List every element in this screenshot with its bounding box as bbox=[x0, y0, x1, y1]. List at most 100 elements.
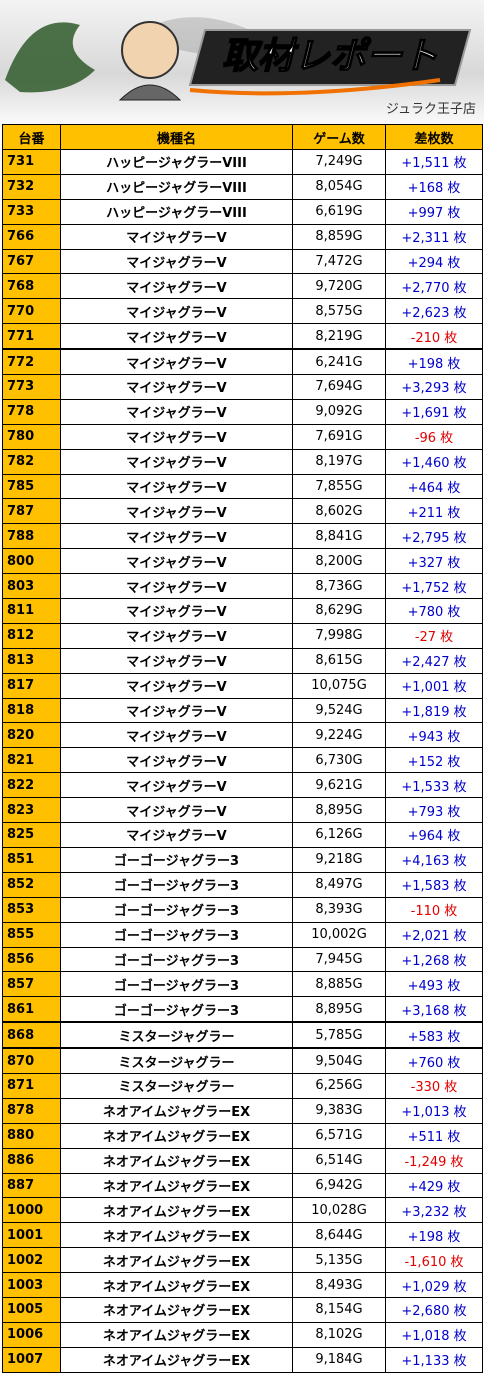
game-count: 9,524G bbox=[292, 697, 386, 724]
machine-number: 871 bbox=[2, 1072, 61, 1099]
coin-difference: +3,232 枚 bbox=[385, 1197, 483, 1224]
machine-number: 823 bbox=[2, 797, 61, 824]
machine-number: 853 bbox=[2, 896, 61, 923]
machine-number: 1006 bbox=[2, 1321, 61, 1348]
machine-name: マイジャグラーV bbox=[60, 374, 293, 400]
coin-difference: +1,133 枚 bbox=[385, 1346, 483, 1373]
table-row: 871 ミスタージャグラー 6,256G -330 枚 bbox=[2, 1072, 483, 1099]
machine-name: マイジャグラーV bbox=[60, 622, 293, 649]
coin-difference: +493 枚 bbox=[385, 971, 483, 998]
coin-difference: +211 枚 bbox=[385, 498, 483, 525]
game-count: 8,602G bbox=[292, 498, 386, 525]
game-count: 10,002G bbox=[292, 921, 386, 948]
game-count: 7,945G bbox=[292, 946, 386, 973]
machine-name: ゴーゴージャグラー3 bbox=[60, 971, 293, 998]
game-count: 6,730G bbox=[292, 747, 386, 774]
machine-name: マイジャグラーV bbox=[60, 722, 293, 749]
machine-name: ゴーゴージャグラー3 bbox=[60, 846, 293, 873]
table-row: 823 マイジャグラーV 8,895G +793 枚 bbox=[2, 797, 483, 824]
machine-name: ネオアイムジャグラーEX bbox=[60, 1097, 293, 1124]
coin-difference: +2,021 枚 bbox=[385, 921, 483, 948]
machine-name: マイジャグラーV bbox=[60, 423, 293, 450]
game-count: 8,575G bbox=[292, 298, 386, 325]
machine-number: 820 bbox=[2, 722, 61, 749]
machine-name: マイジャグラーV bbox=[60, 348, 293, 376]
coin-difference: +2,311 枚 bbox=[385, 223, 483, 250]
game-count: 5,785G bbox=[292, 1021, 386, 1050]
table-row: 856 ゴーゴージャグラー3 7,945G +1,268 枚 bbox=[2, 946, 483, 973]
coin-difference: +2,680 枚 bbox=[385, 1296, 483, 1323]
game-count: 9,720G bbox=[292, 273, 386, 300]
coin-difference: +327 枚 bbox=[385, 548, 483, 575]
coin-difference: +1,013 枚 bbox=[385, 1097, 483, 1124]
machine-number: 770 bbox=[2, 298, 61, 325]
machine-number: 855 bbox=[2, 921, 61, 948]
table-row: 868 ミスタージャグラー 5,785G +583 枚 bbox=[2, 1021, 483, 1050]
machine-number: 857 bbox=[2, 971, 61, 998]
coin-difference: +198 枚 bbox=[385, 348, 483, 376]
coin-difference: +1,583 枚 bbox=[385, 871, 483, 898]
coin-difference: -1,610 枚 bbox=[385, 1247, 483, 1274]
table-row: 772 マイジャグラーV 6,241G +198 枚 bbox=[2, 348, 483, 376]
coin-difference: +760 枚 bbox=[385, 1047, 483, 1074]
game-count: 9,383G bbox=[292, 1097, 386, 1124]
banner-art bbox=[0, 0, 484, 124]
table-row: 770 マイジャグラーV 8,575G +2,623 枚 bbox=[2, 298, 483, 325]
table-row: 817 マイジャグラーV 10,075G +1,001 枚 bbox=[2, 672, 483, 699]
game-count: 8,859G bbox=[292, 223, 386, 250]
machine-name: ネオアイムジャグラーEX bbox=[60, 1296, 293, 1323]
table-row: 855 ゴーゴージャグラー3 10,002G +2,021 枚 bbox=[2, 921, 483, 948]
coin-difference: +943 枚 bbox=[385, 722, 483, 749]
machine-number: 1003 bbox=[2, 1272, 61, 1298]
machine-number: 800 bbox=[2, 548, 61, 575]
table-row: 803 マイジャグラーV 8,736G +1,752 枚 bbox=[2, 573, 483, 600]
coin-difference: +1,018 枚 bbox=[385, 1321, 483, 1348]
table-row: 733 ハッピージャグラーVIII 6,619G +997 枚 bbox=[2, 198, 483, 225]
machine-name: ネオアイムジャグラーEX bbox=[60, 1222, 293, 1249]
game-count: 6,619G bbox=[292, 198, 386, 225]
machine-name: ネオアイムジャグラーEX bbox=[60, 1321, 293, 1348]
title-layer: 取材レポート bbox=[221, 35, 439, 78]
coin-difference: +429 枚 bbox=[385, 1172, 483, 1199]
table-row: 1007 ネオアイムジャグラーEX 9,184G +1,133 枚 bbox=[2, 1346, 483, 1373]
coin-difference: +198 枚 bbox=[385, 1222, 483, 1249]
game-count: 5,135G bbox=[292, 1247, 386, 1274]
game-count: 6,571G bbox=[292, 1122, 386, 1149]
game-count: 9,184G bbox=[292, 1346, 386, 1373]
machine-number: 778 bbox=[2, 398, 61, 425]
game-count: 9,504G bbox=[292, 1047, 386, 1074]
machine-name: マイジャグラーV bbox=[60, 323, 293, 351]
game-count: 8,493G bbox=[292, 1272, 386, 1298]
machine-name: マイジャグラーV bbox=[60, 223, 293, 250]
table-row: 800 マイジャグラーV 8,200G +327 枚 bbox=[2, 548, 483, 575]
coin-difference: +583 枚 bbox=[385, 1021, 483, 1050]
game-count: 9,092G bbox=[292, 398, 386, 425]
table-row: 1003 ネオアイムジャグラーEX 8,493G +1,029 枚 bbox=[2, 1272, 483, 1298]
table-row: 818 マイジャグラーV 9,524G +1,819 枚 bbox=[2, 697, 483, 724]
game-count: 8,895G bbox=[292, 996, 386, 1024]
table-row: 878 ネオアイムジャグラーEX 9,383G +1,013 枚 bbox=[2, 1097, 483, 1124]
table-row: 825 マイジャグラーV 6,126G +964 枚 bbox=[2, 822, 483, 848]
machine-name: ネオアイムジャグラーEX bbox=[60, 1147, 293, 1174]
machine-number: 785 bbox=[2, 473, 61, 500]
coin-difference: -27 枚 bbox=[385, 622, 483, 649]
game-count: 8,393G bbox=[292, 896, 386, 923]
coin-difference: +2,795 枚 bbox=[385, 523, 483, 550]
machine-name: マイジャグラーV bbox=[60, 273, 293, 300]
machine-name: ネオアイムジャグラーEX bbox=[60, 1197, 293, 1224]
game-count: 8,102G bbox=[292, 1321, 386, 1348]
coin-difference: -210 枚 bbox=[385, 323, 483, 351]
machine-name: マイジャグラーV bbox=[60, 772, 293, 799]
coin-difference: +1,029 枚 bbox=[385, 1272, 483, 1298]
machine-number: 851 bbox=[2, 846, 61, 873]
column-header: ゲーム数 bbox=[292, 124, 386, 150]
store-name: ジュラク王子店 bbox=[385, 102, 476, 117]
machine-name: ゴーゴージャグラー3 bbox=[60, 896, 293, 923]
table-row: 780 マイジャグラーV 7,691G -96 枚 bbox=[2, 423, 483, 450]
game-count: 8,219G bbox=[292, 323, 386, 351]
game-count: 6,256G bbox=[292, 1072, 386, 1099]
table-row: 788 マイジャグラーV 8,841G +2,795 枚 bbox=[2, 523, 483, 550]
machine-name: マイジャグラーV bbox=[60, 498, 293, 525]
table-row: 785 マイジャグラーV 7,855G +464 枚 bbox=[2, 473, 483, 500]
